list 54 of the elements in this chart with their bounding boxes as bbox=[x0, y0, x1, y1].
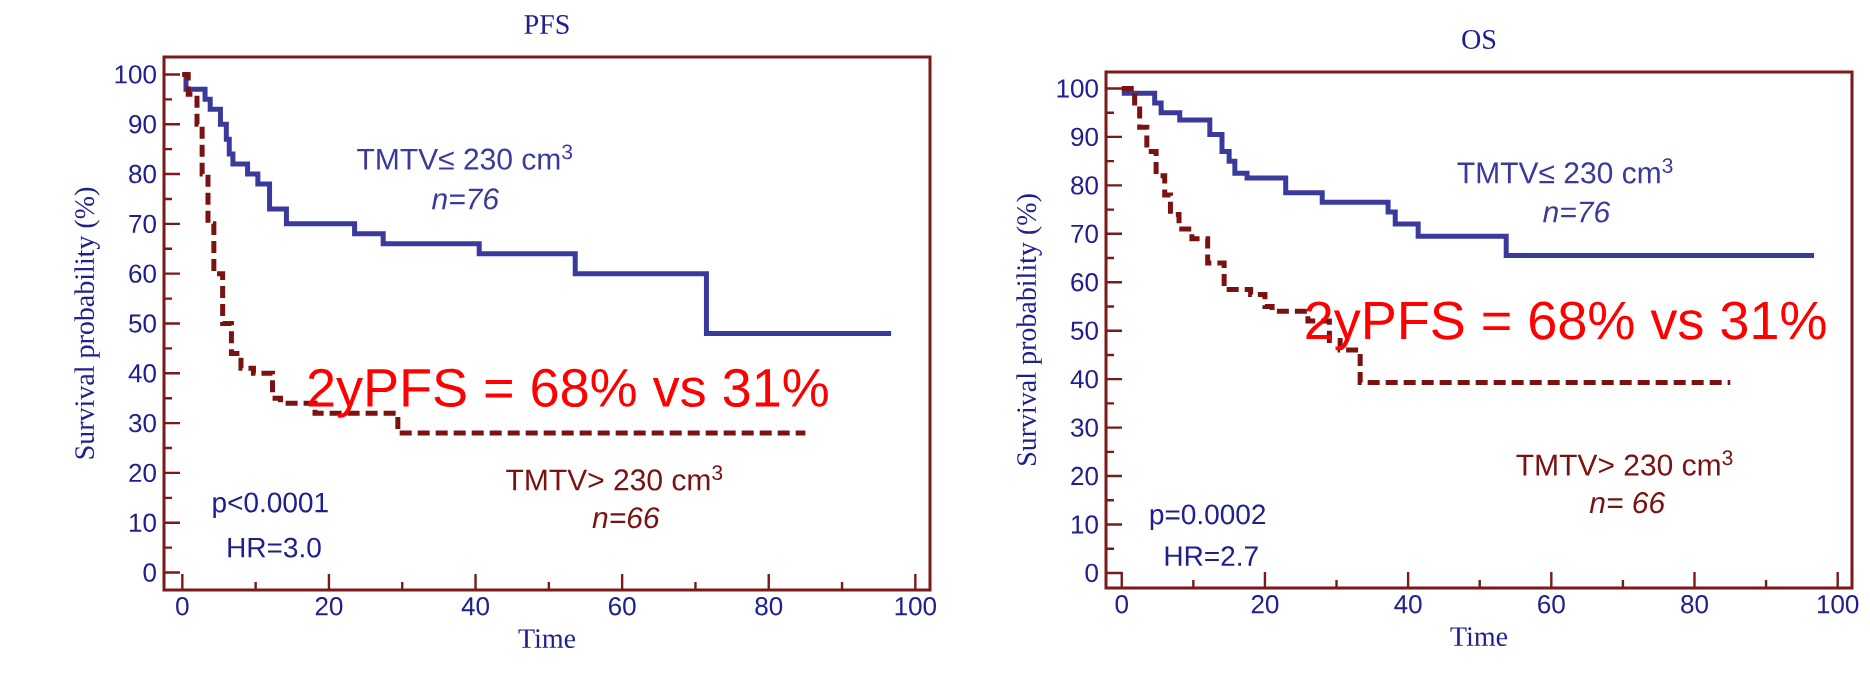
annotation: 2yPFS = 68% vs 31% bbox=[308, 368, 828, 418]
x-tick-label: 20 bbox=[1251, 595, 1279, 614]
x-axis-title: Time bbox=[518, 629, 576, 649]
y-axis-title: Survival probability (%) bbox=[74, 187, 100, 459]
text: TMTV> 230 cm$^{3}$ bbox=[1516, 450, 1733, 476]
y-tick-label: 10 bbox=[130, 513, 156, 532]
y-tick-label: 90 bbox=[1071, 127, 1098, 147]
y-tick-label: 50 bbox=[129, 314, 156, 333]
y-tick-label: 90 bbox=[129, 115, 156, 134]
y-tick-label: 40 bbox=[1070, 369, 1098, 389]
y-tick-label: 30 bbox=[129, 413, 156, 433]
y-tick-label: 60 bbox=[1071, 273, 1098, 292]
y-tick-label: 60 bbox=[129, 264, 156, 283]
annotation: p<0.0001 bbox=[213, 492, 328, 518]
chart-title: OS bbox=[1462, 30, 1496, 49]
annotation: n=76 bbox=[1543, 201, 1611, 223]
x-tick-label: 0 bbox=[1115, 595, 1128, 614]
x-tick-label: 80 bbox=[1681, 595, 1708, 614]
y-tick-label: 0 bbox=[143, 563, 156, 582]
y-axis-title: Survival probability (%) bbox=[1016, 194, 1042, 465]
y-tick-label: 0 bbox=[1085, 563, 1098, 583]
y-tick-label: 100 bbox=[115, 65, 156, 84]
series-label: TMTV≤ 230 cm$^{3}$ bbox=[357, 144, 573, 170]
y-tick-label: 80 bbox=[1071, 176, 1098, 195]
series-label: TMTV≤ 230 cm$^{3}$ bbox=[1457, 158, 1673, 184]
x-tick-label: 100 bbox=[895, 597, 937, 616]
y-tick-label: 10 bbox=[1072, 515, 1098, 534]
y-tick-label: 20 bbox=[1071, 466, 1098, 486]
annotation: HR=3.0 bbox=[228, 537, 321, 558]
y-tick-label: 70 bbox=[1071, 224, 1098, 244]
x-tick-label: 80 bbox=[755, 597, 783, 616]
annotation: p=0.0002 bbox=[1150, 504, 1266, 530]
x-tick-label: 20 bbox=[315, 597, 343, 616]
annotation: n=76 bbox=[431, 188, 500, 210]
y-tick-label: 30 bbox=[1071, 418, 1098, 437]
x-tick-label: 60 bbox=[1538, 595, 1565, 614]
x-tick-label: 60 bbox=[609, 597, 636, 616]
x-tick-label: 40 bbox=[461, 597, 489, 616]
y-tick-label: 50 bbox=[1071, 321, 1098, 340]
y-tick-label: 100 bbox=[1057, 79, 1098, 98]
y-tick-label: 70 bbox=[129, 214, 156, 234]
chart-title: PFS bbox=[524, 15, 569, 34]
y-tick-label: 40 bbox=[128, 364, 156, 383]
annotation: n=66 bbox=[592, 507, 660, 529]
series-label: TMTV> 230 cm$^{3}$ bbox=[506, 465, 723, 491]
x-tick-label: 0 bbox=[176, 597, 189, 616]
y-tick-label: 80 bbox=[129, 164, 156, 184]
annotation: n= 66 bbox=[1589, 492, 1666, 514]
x-axis-title: Time bbox=[1450, 627, 1508, 647]
annotation: 2yPFS = 68% vs 31% bbox=[1306, 301, 1826, 351]
x-tick-label: 40 bbox=[1394, 595, 1422, 614]
annotation: HR=2.7 bbox=[1165, 546, 1258, 566]
y-tick-label: 20 bbox=[129, 463, 156, 483]
x-tick-label: 100 bbox=[1817, 595, 1859, 614]
